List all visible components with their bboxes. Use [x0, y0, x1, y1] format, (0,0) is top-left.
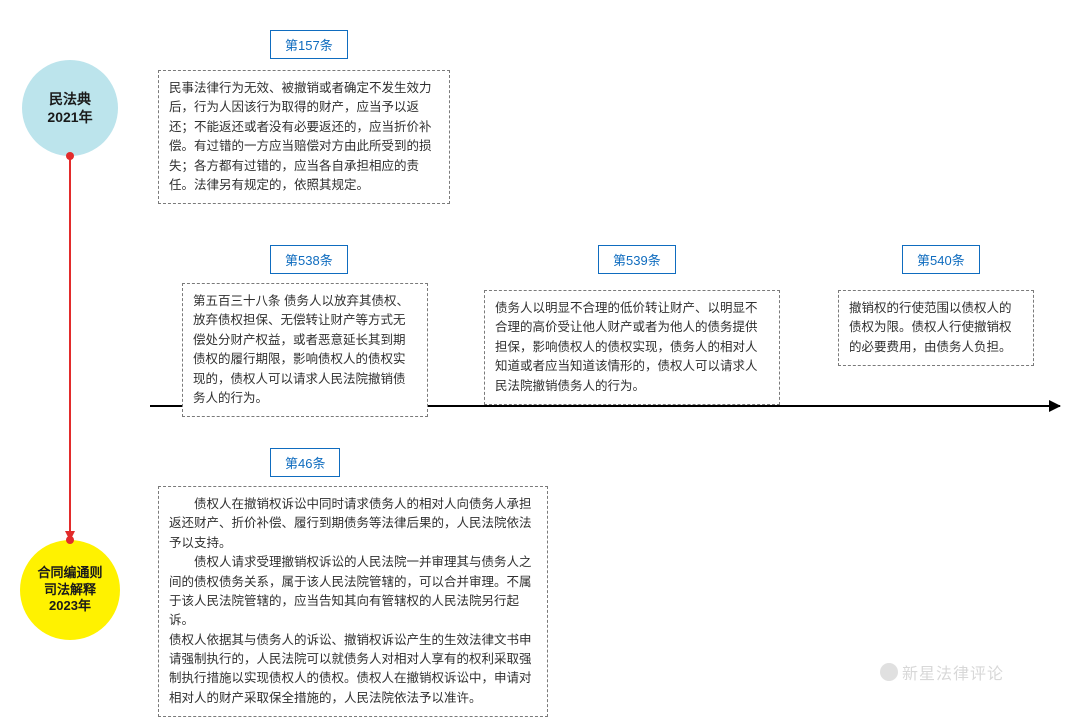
- connector-dot: [66, 536, 74, 544]
- connector-dot: [66, 152, 74, 160]
- article-539-label-text: 第539条: [613, 253, 661, 268]
- interpretation-label-2: 司法解释: [44, 582, 96, 597]
- article-539-text: 债务人以明显不合理的低价转让财产、以明显不合理的高价受让他人财产或者为他人的债务…: [484, 290, 780, 405]
- article-157-content: 民事法律行为无效、被撤销或者确定不发生效力后，行为人因该行为取得的财产，应当予以…: [169, 81, 432, 192]
- article-538-content: 第五百三十八条 债务人以放弃其债权、放弃债权担保、无偿转让财产等方式无偿处分财产…: [193, 294, 409, 405]
- watermark: 新星法律评论: [880, 660, 1004, 684]
- article-157-label-text: 第157条: [285, 38, 333, 53]
- article-46-label-text: 第46条: [285, 456, 325, 471]
- civil-code-label-1: 民法典: [49, 91, 91, 107]
- article-538-text: 第五百三十八条 债务人以放弃其债权、放弃债权担保、无偿转让财产等方式无偿处分财产…: [182, 283, 428, 417]
- article-157-label: 第157条: [270, 30, 348, 59]
- watermark-text: 新星法律评论: [902, 660, 1004, 684]
- interpretation-node: 合同编通则 司法解释 2023年: [20, 540, 120, 640]
- article-540-text: 撤销权的行使范围以债权人的债权为限。债权人行使撤销权的必要费用，由债务人负担。: [838, 290, 1034, 366]
- interpretation-label-3: 2023年: [49, 598, 91, 613]
- article-46-para-3: 债权人依据其与债务人的诉讼、撤销权诉讼产生的生效法律文书申请强制执行的，人民法院…: [169, 631, 537, 709]
- wechat-icon: [880, 663, 898, 681]
- interpretation-label-1: 合同编通则: [37, 565, 102, 580]
- article-46-para-1: 债权人在撤销权诉讼中同时请求债务人的相对人向债务人承担返还财产、折价补偿、履行到…: [169, 495, 537, 553]
- article-540-label: 第540条: [902, 245, 980, 274]
- article-46-text: 债权人在撤销权诉讼中同时请求债务人的相对人向债务人承担返还财产、折价补偿、履行到…: [158, 486, 548, 717]
- vertical-connector: [69, 156, 71, 540]
- article-539-label: 第539条: [598, 245, 676, 274]
- civil-code-label-2: 2021年: [47, 109, 92, 125]
- article-540-content: 撤销权的行使范围以债权人的债权为限。债权人行使撤销权的必要费用，由债务人负担。: [849, 301, 1012, 354]
- article-46-label: 第46条: [270, 448, 340, 477]
- article-540-label-text: 第540条: [917, 253, 965, 268]
- article-538-label: 第538条: [270, 245, 348, 274]
- article-46-para-2: 债权人请求受理撤销权诉讼的人民法院一并审理其与债务人之间的债权债务关系，属于该人…: [169, 553, 537, 631]
- civil-code-node: 民法典 2021年: [22, 60, 118, 156]
- article-157-text: 民事法律行为无效、被撤销或者确定不发生效力后，行为人因该行为取得的财产，应当予以…: [158, 70, 450, 204]
- article-538-label-text: 第538条: [285, 253, 333, 268]
- article-539-content: 债务人以明显不合理的低价转让财产、以明显不合理的高价受让他人财产或者为他人的债务…: [495, 301, 758, 393]
